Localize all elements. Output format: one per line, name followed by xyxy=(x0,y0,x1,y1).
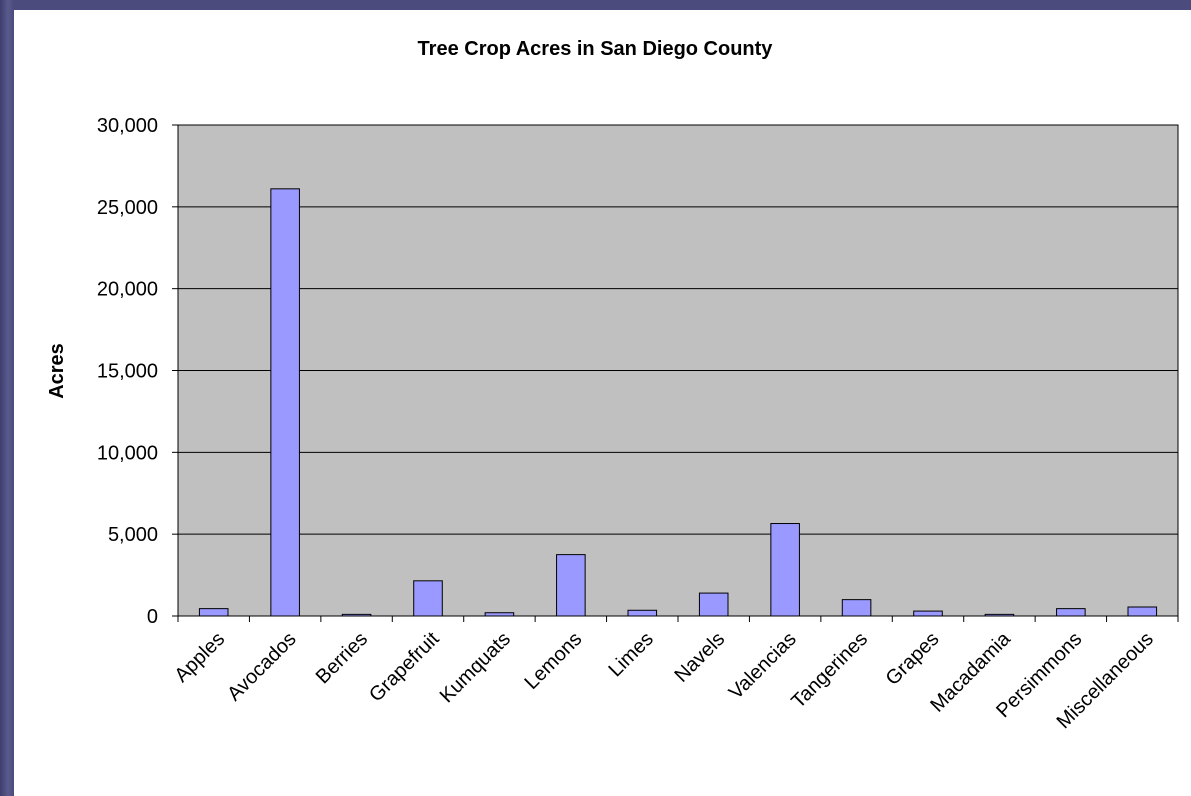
bar-tangerines xyxy=(841,599,872,617)
gridlines xyxy=(178,206,1178,535)
x-tick-label-berries: Berries xyxy=(312,628,372,688)
x-tick-label-kumquats: Kumquats xyxy=(436,628,515,707)
y-axis-ticks: 0 5,000 10,000 15,000 20,000 25,000 30,000 xyxy=(97,115,178,628)
bar-persimmons xyxy=(1056,608,1086,617)
x-tick-label-grapes: Grapes xyxy=(882,628,944,690)
x-tick-label-grapefruit: Grapefruit xyxy=(365,628,444,707)
y-tick-label: 15,000 xyxy=(97,361,158,383)
y-tick-label: 5,000 xyxy=(108,524,158,546)
bar-miscellaneous xyxy=(1127,606,1158,617)
bar-limes xyxy=(627,609,658,617)
bar-avocados xyxy=(270,188,300,617)
bar-grapes xyxy=(913,610,943,617)
y-tick-label: 0 xyxy=(147,606,158,628)
x-tick-label-valencias: Valencias xyxy=(725,628,801,704)
bar-lemons xyxy=(556,554,586,617)
bar-kumquats xyxy=(484,612,515,617)
bar-valencias xyxy=(770,523,800,617)
y-axis-label: Acres xyxy=(46,343,68,399)
x-tick-label-apples: Apples xyxy=(170,628,229,687)
bar-navels xyxy=(698,592,729,617)
chart-title: Tree Crop Acres in San Diego County xyxy=(418,38,774,60)
y-tick-label: 20,000 xyxy=(97,279,158,301)
x-tick-label-tangerines: Tangerines xyxy=(787,628,872,713)
y-tick-label: 30,000 xyxy=(97,115,158,137)
y-tick-label: 10,000 xyxy=(97,442,158,464)
bar-apples xyxy=(198,608,229,617)
x-tick-label-limes: Limes xyxy=(605,628,658,681)
bar-macadamia xyxy=(984,613,1015,617)
y-tick-label: 25,000 xyxy=(97,197,158,219)
x-tick-label-avocados: Avocados xyxy=(223,628,300,705)
bar-berries xyxy=(341,613,372,617)
bar-grapefruit xyxy=(413,580,443,617)
bars xyxy=(198,188,1158,617)
x-tick-label-lemons: Lemons xyxy=(521,628,587,694)
x-tick-label-navels: Navels xyxy=(670,628,729,687)
